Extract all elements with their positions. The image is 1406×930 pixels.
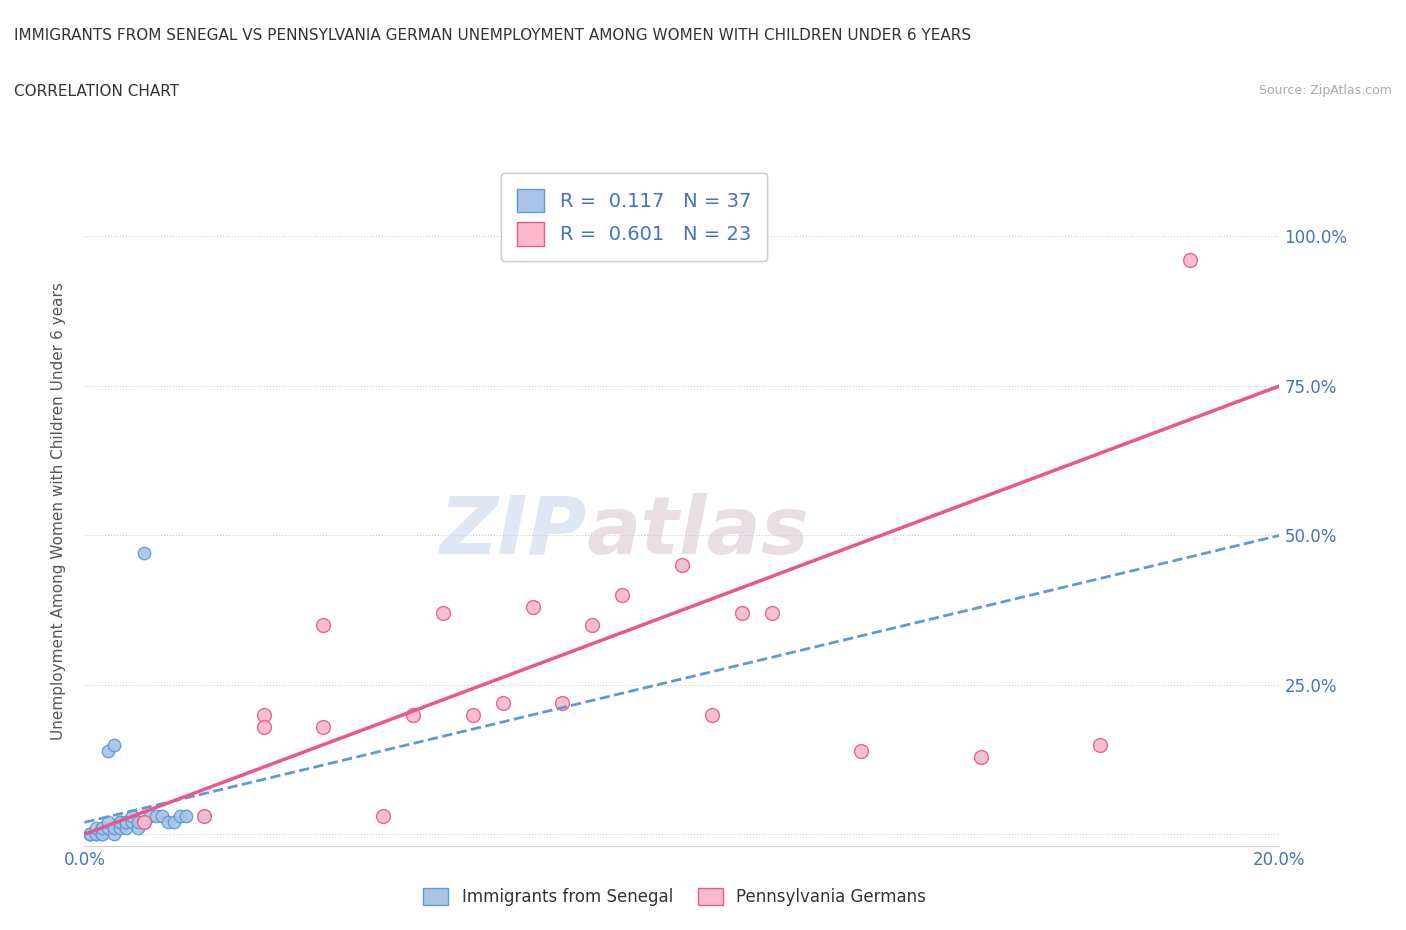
Point (253, 708, 276, 723)
Point (461, 708, 484, 723)
Point (121, 809, 143, 824)
Point (115, 815, 138, 830)
Legend: Immigrants from Senegal, Pennsylvania Germans: Immigrants from Senegal, Pennsylvania Ge… (416, 881, 934, 912)
Point (132, 815, 156, 830)
Point (157, 815, 180, 830)
Point (193, 809, 215, 824)
Point (132, 815, 156, 830)
Legend: R =  0.117   N = 37, R =  0.601   N = 23: R = 0.117 N = 37, R = 0.601 N = 23 (502, 173, 766, 261)
Point (91, 827, 114, 842)
Point (150, 809, 173, 824)
Point (371, 809, 394, 824)
Point (492, 696, 515, 711)
Point (91, 821, 114, 836)
Text: Source: ZipAtlas.com: Source: ZipAtlas.com (1258, 84, 1392, 97)
Point (110, 815, 132, 830)
Point (103, 821, 125, 836)
Point (115, 815, 138, 830)
Point (671, 558, 693, 573)
Text: CORRELATION CHART: CORRELATION CHART (14, 84, 179, 99)
Point (115, 821, 138, 836)
Point (731, 605, 754, 620)
Point (432, 605, 454, 620)
Point (174, 809, 197, 824)
Point (193, 809, 215, 824)
Point (551, 696, 574, 711)
Point (522, 600, 544, 615)
Point (312, 618, 335, 632)
Point (86, 827, 108, 842)
Point (1090, 737, 1112, 752)
Point (86, 821, 108, 836)
Point (312, 719, 335, 734)
Point (700, 708, 723, 723)
Point (110, 821, 132, 836)
Point (91, 827, 114, 842)
Point (761, 605, 783, 620)
Point (127, 815, 149, 830)
Point (103, 827, 125, 842)
Point (610, 588, 633, 603)
Point (97, 743, 120, 758)
Point (127, 821, 149, 836)
Text: IMMIGRANTS FROM SENEGAL VS PENNSYLVANIA GERMAN UNEMPLOYMENT AMONG WOMEN WITH CHI: IMMIGRANTS FROM SENEGAL VS PENNSYLVANIA … (14, 28, 972, 43)
Text: ZIP: ZIP (439, 493, 586, 571)
Point (79, 827, 101, 842)
Point (849, 743, 872, 758)
Point (169, 809, 191, 824)
Point (103, 737, 125, 752)
Point (86, 827, 108, 842)
Point (91, 821, 114, 836)
Y-axis label: Unemployment Among Women with Children Under 6 years: Unemployment Among Women with Children U… (51, 283, 66, 740)
Text: atlas: atlas (586, 493, 808, 571)
Point (581, 618, 603, 632)
Point (145, 809, 167, 824)
Point (163, 815, 186, 830)
Point (139, 809, 162, 824)
Point (132, 815, 156, 830)
Point (121, 815, 143, 830)
Point (97, 815, 120, 830)
Point (402, 708, 425, 723)
Point (132, 546, 156, 561)
Point (110, 815, 132, 830)
Point (253, 719, 276, 734)
Point (970, 750, 993, 764)
Point (79, 827, 101, 842)
Point (1178, 253, 1201, 268)
Point (97, 821, 120, 836)
Point (79, 827, 101, 842)
